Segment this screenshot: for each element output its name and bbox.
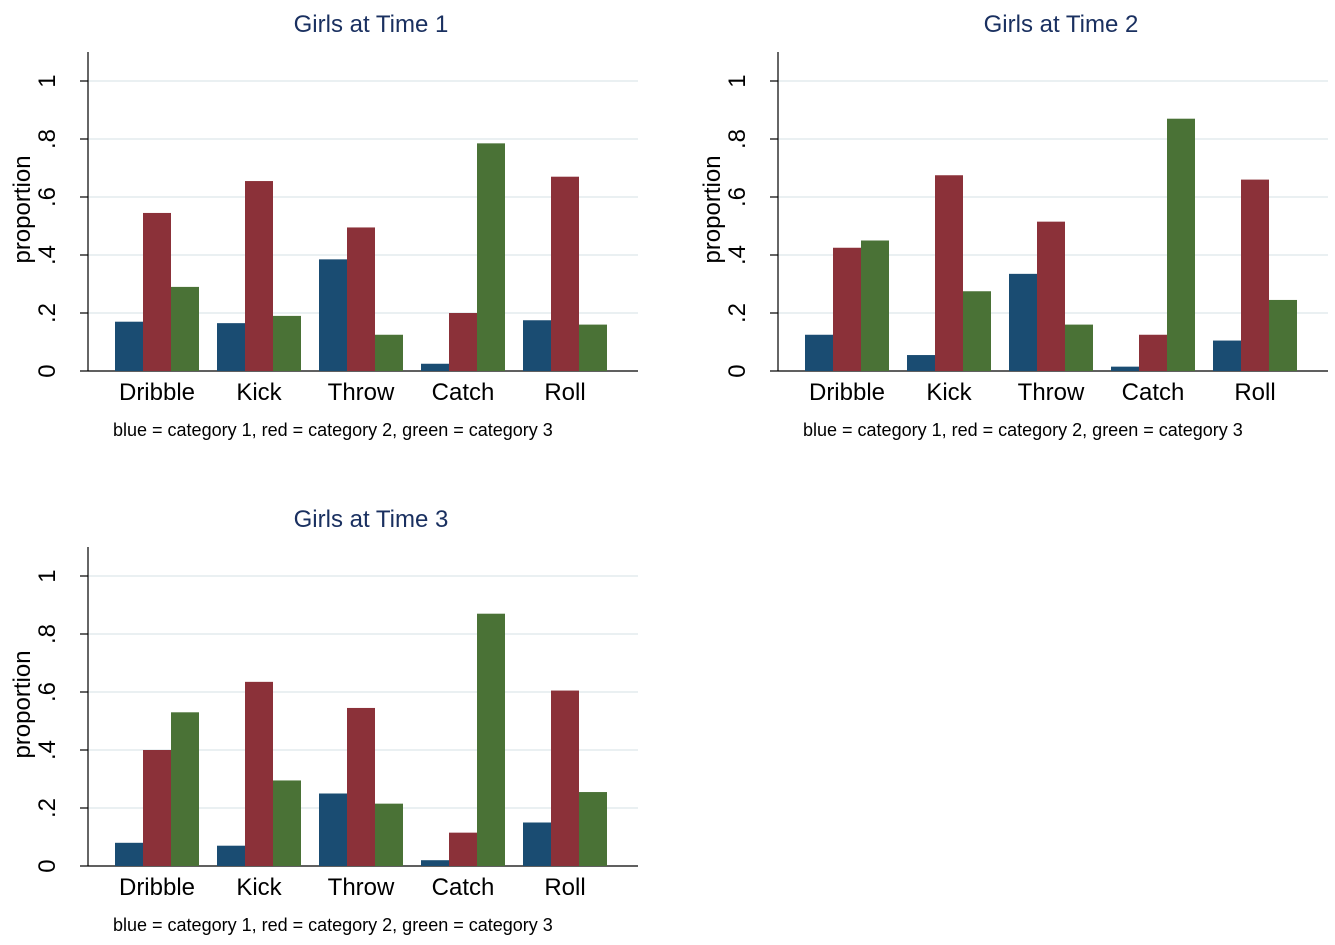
x-category-label: Catch	[1122, 379, 1185, 406]
y-tick-label: .6	[34, 682, 61, 702]
x-category-label: Roll	[544, 379, 585, 406]
bar-throw-series-1	[319, 793, 347, 866]
y-tick-label: .2	[34, 303, 61, 323]
bar-dribble-series-2	[143, 750, 171, 866]
y-tick-label: .6	[34, 187, 61, 207]
x-category-label: Kick	[236, 379, 282, 406]
bar-kick-series-1	[217, 845, 245, 866]
bar-kick-series-1	[907, 355, 935, 371]
bar-kick-series-2	[245, 181, 273, 371]
y-tick-label: 0	[724, 364, 751, 377]
bar-catch-series-2	[449, 313, 477, 371]
bar-roll-series-3	[1269, 299, 1297, 371]
y-tick-label: .4	[724, 245, 751, 265]
chart-note: blue = category 1, red = category 2, gre…	[113, 915, 553, 935]
bar-dribble-series-3	[171, 286, 199, 371]
x-category-label: Kick	[926, 379, 972, 406]
bar-kick-series-3	[273, 780, 301, 866]
bar-kick-series-2	[935, 175, 963, 371]
chart-panel-time-3: Girls at Time 3 0 .2 .4 .6 .8 1 proportion Dribb…	[0, 495, 660, 935]
bar-kick-series-1	[217, 323, 245, 371]
x-category-label: Throw	[328, 874, 395, 901]
y-tick-label: 0	[34, 859, 61, 872]
x-category-label: Roll	[544, 874, 585, 901]
x-category-label: Throw	[328, 379, 395, 406]
x-category-label: Dribble	[119, 874, 195, 901]
bar-dribble-series-1	[115, 321, 143, 371]
x-category-label: Catch	[432, 379, 495, 406]
y-tick-label: .4	[34, 245, 61, 265]
bar-roll-series-1	[523, 822, 551, 866]
y-tick-label: .2	[724, 303, 751, 323]
y-tick-label: .8	[34, 624, 61, 644]
bar-throw-series-2	[1037, 221, 1065, 371]
bar-throw-series-1	[319, 259, 347, 371]
y-axis-title: proportion	[699, 155, 726, 263]
y-tick-label: 1	[34, 569, 61, 582]
y-tick-label: .4	[34, 740, 61, 760]
bar-catch-series-3	[477, 613, 505, 866]
y-tick-label: 0	[34, 364, 61, 377]
bar-throw-series-3	[375, 334, 403, 371]
bar-kick-series-3	[963, 291, 991, 371]
bar-dribble-series-2	[143, 212, 171, 371]
bar-roll-series-1	[523, 320, 551, 371]
bar-catch-series-2	[1139, 334, 1167, 371]
bar-catch-series-1	[421, 860, 449, 866]
bar-dribble-series-1	[115, 842, 143, 866]
bar-roll-series-2	[551, 176, 579, 371]
y-tick-label: 1	[724, 74, 751, 87]
y-tick-label: .2	[34, 798, 61, 818]
bar-catch-series-1	[1111, 366, 1139, 371]
bar-roll-series-1	[1213, 340, 1241, 371]
bar-roll-series-3	[579, 324, 607, 371]
bar-kick-series-3	[273, 315, 301, 371]
chart-svg-time-3: Girls at Time 3 0 .2 .4 .6 .8 1 proportion Dribb…	[9, 506, 638, 935]
bar-roll-series-2	[1241, 179, 1269, 371]
chart-note: blue = category 1, red = category 2, gre…	[113, 420, 553, 440]
bar-dribble-series-2	[833, 247, 861, 371]
bar-dribble-series-3	[171, 712, 199, 866]
bar-dribble-series-3	[861, 240, 889, 371]
y-tick-label: .8	[724, 129, 751, 149]
bar-throw-series-3	[375, 803, 403, 866]
bar-catch-series-3	[477, 143, 505, 371]
x-category-label: Kick	[236, 874, 282, 901]
chart-panel-time-2: Girls at Time 2 0 .2 .4 .6 .8 1 proportion Dribb…	[690, 0, 1335, 440]
x-category-label: Catch	[432, 874, 495, 901]
y-tick-label: .8	[34, 129, 61, 149]
chart-panel-time-1: Girls at Time 1 0 .2 .4 .6 .8 1 proportion Dribb…	[0, 0, 660, 440]
bar-catch-series-3	[1167, 118, 1195, 371]
bar-roll-series-3	[579, 792, 607, 866]
bar-catch-series-1	[421, 363, 449, 371]
y-tick-label: 1	[34, 74, 61, 87]
chart-title: Girls at Time 3	[294, 506, 449, 533]
chart-note: blue = category 1, red = category 2, gre…	[803, 420, 1243, 440]
bar-catch-series-2	[449, 832, 477, 866]
bar-throw-series-2	[347, 227, 375, 371]
chart-svg-time-1: Girls at Time 1 0 .2 .4 .6 .8 1 proportion Dribb…	[9, 11, 638, 440]
bar-dribble-series-1	[805, 334, 833, 371]
chart-title: Girls at Time 2	[984, 11, 1139, 38]
x-category-label: Roll	[1234, 379, 1275, 406]
x-category-label: Dribble	[809, 379, 885, 406]
bar-kick-series-2	[245, 681, 273, 866]
chart-title: Girls at Time 1	[294, 11, 449, 38]
x-category-label: Dribble	[119, 379, 195, 406]
bar-throw-series-2	[347, 707, 375, 866]
y-axis-title: proportion	[9, 650, 36, 758]
bar-throw-series-3	[1065, 324, 1093, 371]
bar-throw-series-1	[1009, 273, 1037, 371]
y-axis-title: proportion	[9, 155, 36, 263]
y-tick-label: .6	[724, 187, 751, 207]
bar-roll-series-2	[551, 690, 579, 866]
chart-svg-time-2: Girls at Time 2 0 .2 .4 .6 .8 1 proportion Dribb…	[699, 11, 1328, 440]
x-category-label: Throw	[1018, 379, 1085, 406]
